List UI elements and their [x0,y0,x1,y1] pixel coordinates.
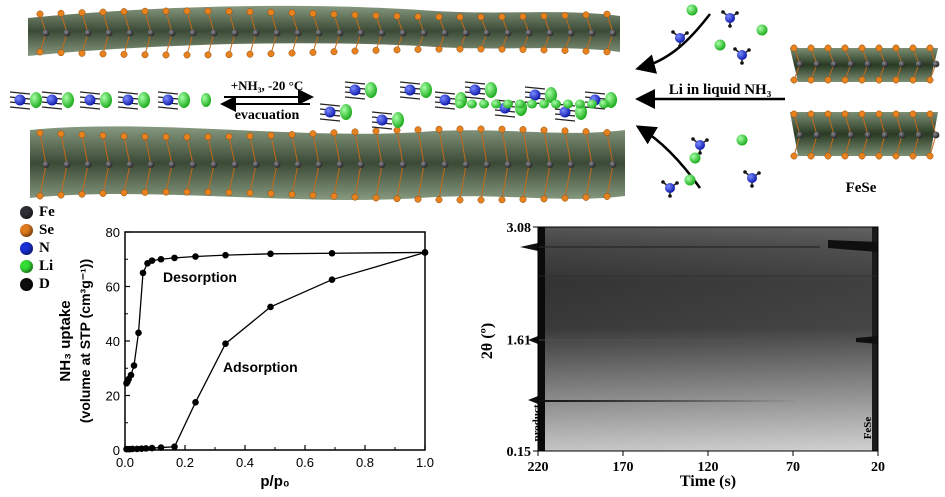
curved-arrow-top [635,13,711,74]
heatmap-x-tick-label: 70 [786,460,800,475]
heatmap-y-label: 2θ (º) [479,323,496,359]
fese-reflection [856,336,878,344]
x-tick-label: 0.4 [236,455,254,470]
li-label: Li in liquid NH₃ [669,82,772,98]
fese-unit-bottom-right [790,110,940,160]
data-point [157,255,165,263]
data-point [267,250,274,258]
fese-reflection [828,240,878,252]
data-point [328,276,336,283]
data-point [171,254,178,262]
solvent-molecules [661,4,768,198]
legend-item-se: Se [20,221,55,239]
diffraction-heatmap: 220 170 120 70 20 3.08 1.61 0.15 Time (s) 2θ (º… [479,221,885,490]
x-tick-label: 0.0 [116,455,134,470]
x-tick-label: 1.0 [416,455,434,470]
fese-unit-top-right [790,44,940,84]
product-column [538,227,545,451]
data-point [192,399,199,406]
arrow-bottom-label: evacuation [235,108,300,123]
data-point [222,340,229,348]
data-point [148,444,156,452]
heatmap-x-tick-label: 20 [871,460,885,475]
data-point [171,443,178,451]
fese-label: FeSe [846,180,877,196]
data-point [139,269,147,277]
intercalant-layer-left [9,91,211,110]
reflection-streak [538,400,800,402]
legend-item-n: N [20,239,55,257]
product-label: product [531,404,543,441]
legend-label: Se [39,222,54,238]
isotherm-y-label-line1: NH₃ uptake [57,300,74,381]
data-point [421,249,429,256]
x-tick-label: 0.8 [356,455,374,470]
x-tick-label: 0.2 [176,455,194,470]
legend-marker [20,205,33,219]
desorption-annotation: Desorption [163,269,237,285]
fese-slab-bottom [30,125,625,204]
legend-item-fe: Fe [20,203,55,221]
y-tick-label: 80 [106,225,120,240]
adsorption-annotation: Adsorption [223,359,298,375]
atom-legend: Fe Se N Li D [20,203,55,293]
y-tick-label: 60 [106,280,120,295]
legend-label: N [39,240,50,256]
data-point [157,444,165,451]
fese-slab-top [28,5,620,59]
legend-item-li: Li [20,257,55,275]
data-point [123,379,130,387]
legend-item-d: D [20,275,55,293]
legend-label: Li [39,258,54,274]
data-point [192,253,199,260]
intercalant-layer-middle [319,81,617,130]
heatmap-y-tick-label: 1.61 [507,333,532,348]
isotherm-y-label-line2: (volume at STP (cm³g⁻¹)) [77,259,93,423]
legend-label: Fe [39,204,55,220]
data-point [142,445,150,452]
isotherm-chart: 0.0 0.2 0.4 0.6 0.8 1.0 0 20 40 60 80 Desorption A… [57,225,434,490]
data-point [135,329,142,337]
data-point [328,249,336,257]
fese-heatmap-label: FeSe [862,417,874,440]
heatmap-x-tick-label: 170 [613,460,634,475]
legend-marker [20,223,33,237]
heatmap-y-tick-label: 0.15 [507,445,532,460]
y-tick-label: 0 [113,443,120,458]
legend-marker [20,241,33,255]
heatmap-x-label: Time (s) [680,473,736,490]
heatmap-x-tick-label: 120 [698,460,719,475]
legend-marker [20,259,33,273]
x-tick-label: 0.6 [296,455,314,470]
data-point [130,362,138,369]
data-point [222,251,229,259]
reversible-arrow [220,89,314,112]
isotherm-x-label: p/p₀ [260,473,289,490]
heatmap-x-tick-label: 220 [528,460,549,475]
y-tick-label: 20 [106,389,120,404]
y-tick-label: 40 [106,334,120,349]
data-point [267,303,274,311]
arrow-top-label: +NH₃, -20 °C [231,78,303,93]
data-point [144,260,151,267]
legend-marker [20,277,33,291]
heatmap-y-tick-label: 3.08 [507,221,532,236]
isotherm-plot-frame [124,231,426,451]
legend-label: D [39,276,50,292]
